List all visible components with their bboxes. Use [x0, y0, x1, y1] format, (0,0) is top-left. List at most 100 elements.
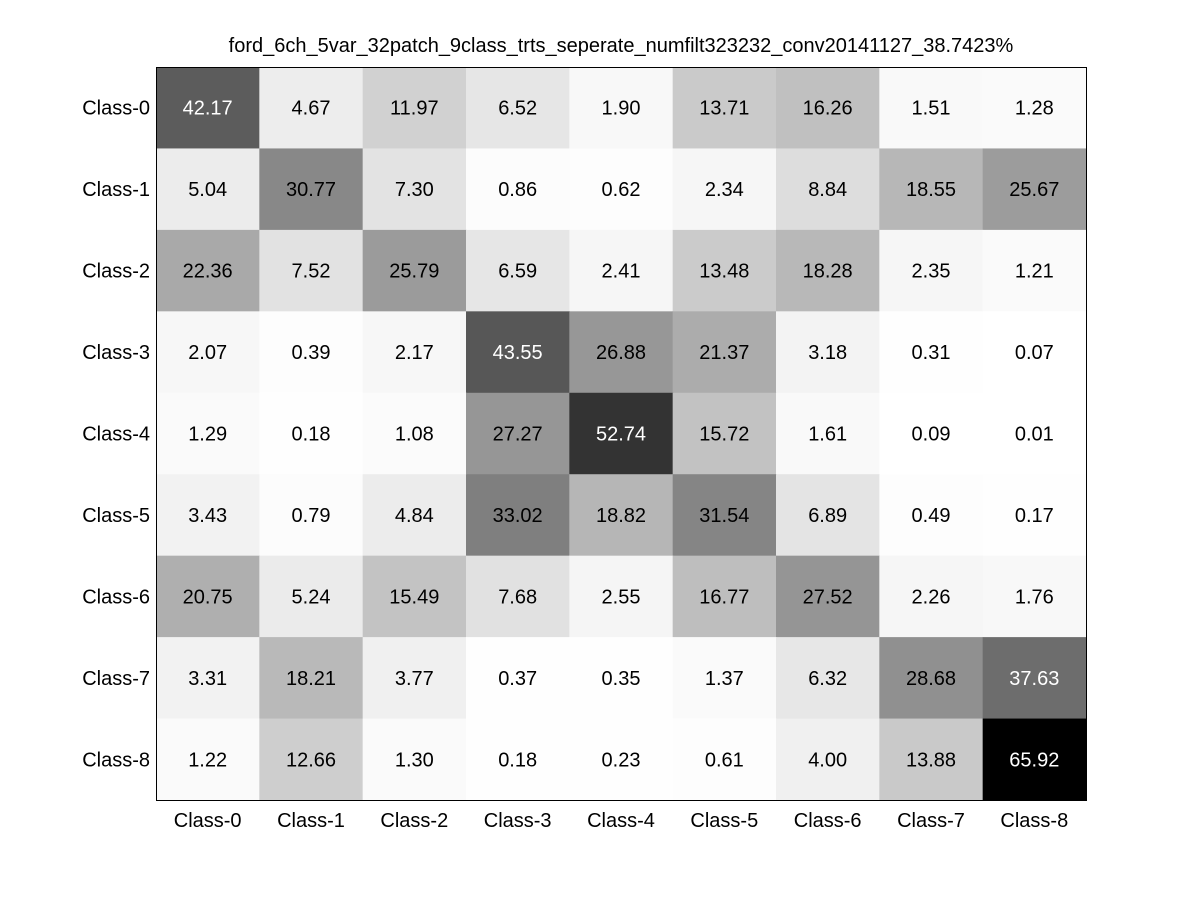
heatmap-cell [569, 67, 674, 150]
cell-value-label: 65.92 [1009, 749, 1059, 771]
x-tick-label: Class-5 [690, 810, 758, 832]
cell-value-label: 27.27 [493, 424, 543, 446]
cell-value-label: 15.49 [389, 586, 439, 608]
cell-value-label: 1.37 [705, 668, 744, 690]
heatmap-cell [672, 67, 777, 150]
heatmap-cell [466, 229, 570, 312]
heatmap-cell [879, 311, 984, 394]
cell-value-label: 4.00 [808, 749, 847, 771]
cell-value-label: 13.88 [906, 749, 956, 771]
heatmap-cell [569, 474, 674, 557]
cell-value-label: 12.66 [286, 749, 336, 771]
cell-value-label: 0.61 [705, 749, 744, 771]
cell-value-label: 8.84 [808, 179, 847, 201]
heatmap-cell [982, 229, 1087, 312]
heatmap-cell [879, 718, 984, 801]
heatmap-cell [259, 718, 364, 801]
cell-value-label: 18.28 [803, 261, 853, 283]
heatmap-cell [776, 229, 880, 312]
heatmap-cell [879, 67, 984, 150]
heatmap-cell [156, 555, 260, 638]
heatmap-cell [466, 67, 570, 150]
heatmap-cell [776, 555, 880, 638]
x-tick-label: Class-6 [794, 810, 862, 832]
cell-value-label: 1.76 [1015, 586, 1054, 608]
heatmap-cell [156, 637, 260, 720]
cell-value-label: 30.77 [286, 179, 336, 201]
cell-value-label: 6.59 [498, 261, 537, 283]
cell-value-label: 6.32 [808, 668, 847, 690]
cell-value-label: 0.07 [1015, 342, 1054, 364]
cell-value-label: 1.21 [1015, 261, 1054, 283]
cell-value-label: 2.26 [912, 586, 951, 608]
cell-value-label: 11.97 [390, 98, 439, 120]
heatmap-cell [362, 229, 467, 312]
heatmap-cell [672, 474, 777, 557]
cell-value-labels: 42.17 4.67 11.97 6.52 1.90 13.71 16.26 1.51 1.28… [183, 98, 1060, 772]
heatmap-cell [259, 148, 364, 231]
heatmap-cell [259, 229, 364, 312]
cell-value-label: 28.68 [906, 668, 956, 690]
y-tick-label: Class-3 [82, 342, 150, 364]
cell-value-label: 1.90 [602, 98, 641, 120]
heatmap-cell [569, 311, 674, 394]
heatmap-cell [259, 311, 364, 394]
heatmap-cell [776, 637, 880, 720]
heatmap-cell [362, 637, 467, 720]
x-tick-label: Class-3 [484, 810, 552, 832]
cell-value-label: 0.49 [912, 505, 951, 527]
cell-value-label: 2.07 [188, 342, 227, 364]
heatmap-cell [156, 67, 260, 150]
heatmap-cell [879, 392, 984, 475]
x-tick-label: Class-8 [1000, 810, 1068, 832]
heatmap-cell [879, 474, 984, 557]
cell-value-label: 37.63 [1009, 668, 1059, 690]
cell-value-label: 21.37 [699, 342, 749, 364]
cell-value-label: 0.62 [602, 179, 641, 201]
heatmap-cell [466, 148, 570, 231]
cell-value-label: 1.28 [1015, 98, 1054, 120]
cell-value-label: 16.77 [699, 586, 749, 608]
heatmap-cell [259, 474, 364, 557]
heatmap-cell [982, 555, 1087, 638]
heatmap-cell [466, 555, 570, 638]
heatmap-cell [982, 392, 1087, 475]
heatmap-cell [879, 148, 984, 231]
heatmap-cell [156, 718, 260, 801]
cell-value-label: 5.04 [188, 179, 227, 201]
heatmap-cell [259, 67, 364, 150]
cell-value-label: 6.52 [498, 98, 537, 120]
cell-value-label: 0.35 [602, 668, 641, 690]
cell-value-label: 18.21 [286, 668, 336, 690]
cell-value-label: 15.72 [699, 424, 749, 446]
cell-value-label: 31.54 [699, 505, 749, 527]
axes-frame [156, 67, 1087, 801]
cell-value-label: 43.55 [493, 342, 543, 364]
heatmap-cell [982, 474, 1087, 557]
cell-value-label: 18.55 [906, 179, 956, 201]
cell-value-label: 2.41 [602, 261, 641, 283]
heatmap-cell [466, 392, 570, 475]
heatmap-cell [466, 718, 570, 801]
cell-value-label: 3.18 [808, 342, 847, 364]
cell-value-label: 0.09 [912, 424, 951, 446]
cell-value-label: 7.68 [498, 586, 537, 608]
cell-value-label: 2.17 [395, 342, 434, 364]
x-tick-label: Class-7 [897, 810, 965, 832]
heatmap-cell [466, 474, 570, 557]
cell-value-label: 25.67 [1009, 179, 1059, 201]
heatmap-cell [156, 474, 260, 557]
cell-value-label: 5.24 [292, 586, 331, 608]
heatmap-cell [776, 718, 880, 801]
heatmap-cell [672, 637, 777, 720]
heatmap-cell [362, 555, 467, 638]
heatmap-cell [569, 637, 674, 720]
heatmap-cell [362, 311, 467, 394]
cell-value-label: 0.86 [498, 179, 537, 201]
cell-value-label: 1.22 [188, 749, 227, 771]
heatmap-cell [672, 148, 777, 231]
heatmap-cell [569, 229, 674, 312]
cell-value-label: 1.51 [912, 98, 951, 120]
cell-value-label: 26.88 [596, 342, 646, 364]
